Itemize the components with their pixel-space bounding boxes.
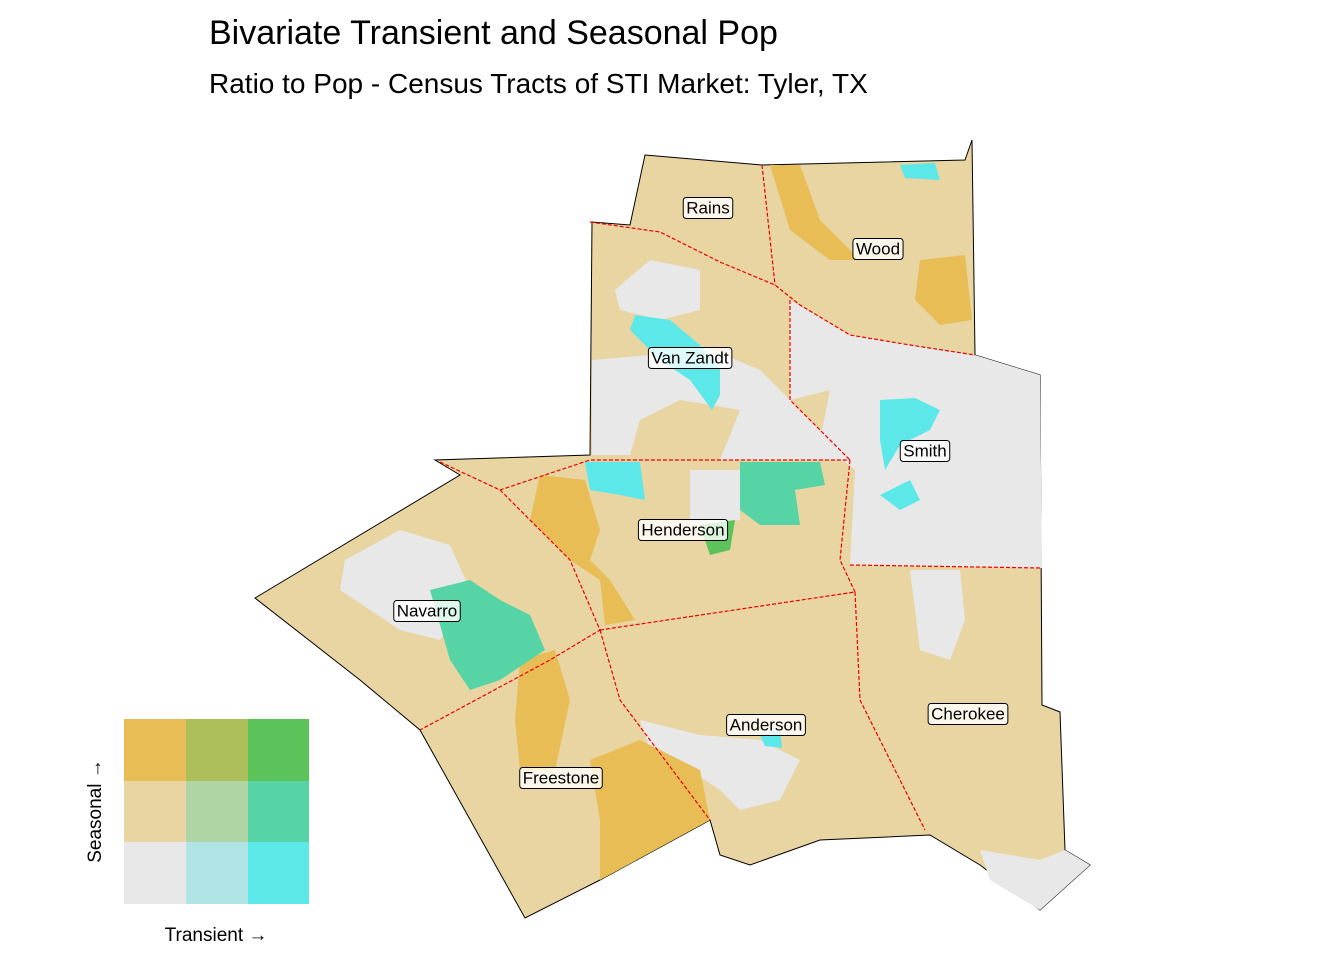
label-box [899, 439, 951, 462]
legend-cell [248, 842, 309, 904]
legend-cell [124, 781, 186, 842]
legend-cell [186, 781, 248, 842]
legend: Transient → Seasonal → [85, 719, 309, 946]
label-box [682, 196, 734, 219]
legend-y-label: Seasonal → [85, 759, 106, 863]
county-label: Freestone [523, 768, 600, 787]
county-label: Wood [856, 239, 900, 258]
label-box [927, 702, 1009, 725]
county-borders [419, 164, 1043, 831]
label-box [647, 346, 733, 369]
county-label: Cherokee [931, 704, 1005, 723]
legend-cell [248, 719, 309, 781]
map: Rains Wood Van Zandt Smith Henderson Navarro A… [254, 139, 1091, 919]
label-box [393, 599, 461, 622]
county-label: Van Zandt [651, 348, 728, 367]
subtitle: Ratio to Pop - Census Tracts of STI Mark… [209, 68, 868, 99]
seasonal-tracts [515, 165, 972, 880]
label-box [852, 237, 904, 260]
label-box [726, 713, 806, 736]
county-labels: Rains Wood Van Zandt Smith Henderson Navarro A… [393, 196, 1009, 789]
legend-cell [186, 842, 248, 904]
county-label: Navarro [397, 601, 457, 620]
label-box [637, 518, 729, 541]
legend-cell [186, 719, 248, 781]
county-label: Anderson [730, 715, 803, 734]
legend-cell [248, 781, 309, 842]
county-label: Smith [903, 441, 946, 460]
legend-cell [124, 842, 186, 904]
county-label: Henderson [641, 520, 724, 539]
legend-x-label: Transient → [165, 925, 268, 946]
title: Bivariate Transient and Seasonal Pop [209, 14, 778, 52]
legend-cell [124, 719, 186, 781]
county-label: Rains [686, 198, 729, 217]
label-box [519, 766, 603, 789]
